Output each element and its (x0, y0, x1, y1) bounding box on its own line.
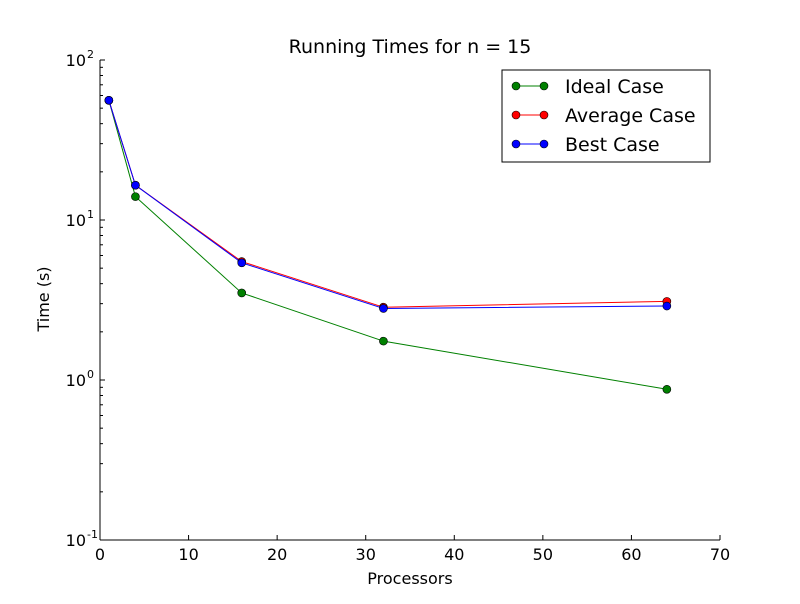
x-tick-label: 60 (621, 545, 641, 564)
data-point (237, 288, 247, 298)
data-point (662, 384, 672, 394)
series-ideal-case (104, 95, 672, 394)
y-tick-label: 10 (66, 51, 86, 70)
legend-marker (511, 139, 521, 149)
y-tick-exponent: 1 (87, 208, 94, 221)
x-tick-label: 0 (95, 545, 105, 564)
y-tick-label: 10 (66, 211, 86, 230)
legend-label: Best Case (565, 134, 660, 156)
legend-marker (511, 110, 521, 120)
x-tick-label: 50 (533, 545, 553, 564)
x-tick-label: 70 (710, 545, 730, 564)
data-point (379, 336, 388, 346)
legend-entry: Average Case (511, 105, 696, 127)
y-tick-exponent: -1 (87, 528, 98, 541)
legend-marker (539, 139, 549, 149)
x-ticks: 0 10 20 30 40 50 60 70 (95, 535, 730, 564)
series-best-case (104, 95, 672, 313)
legend-box (501, 69, 711, 163)
y-tick-exponent: 2 (87, 48, 94, 61)
legend-entry: Best Case (511, 134, 660, 156)
series-layer (104, 95, 672, 394)
data-point (379, 304, 388, 313)
legend-marker (511, 81, 521, 91)
y-tick-label: 10 (66, 371, 86, 390)
legend-label: Average Case (565, 105, 696, 127)
y-tick-exponent: 0 (87, 368, 94, 381)
legend-entry: Ideal Case (511, 76, 664, 98)
x-tick-label: 30 (356, 545, 376, 564)
chart-title: Running Times for n = 15 (289, 36, 532, 58)
x-tick-label: 20 (267, 545, 287, 564)
x-axis-label: Processors (367, 569, 452, 588)
y-axis-label: Time (s) (34, 266, 53, 332)
data-point (237, 258, 247, 268)
data-point (131, 180, 140, 190)
legend-marker (539, 81, 549, 91)
data-point (104, 95, 114, 105)
legend-marker (539, 110, 549, 120)
data-point (131, 192, 140, 201)
x-tick-label: 40 (444, 545, 464, 564)
y-tick-label: 10 (66, 531, 86, 550)
x-tick-label: 10 (178, 545, 198, 564)
legend-label: Ideal Case (565, 76, 664, 98)
axes (99, 60, 720, 541)
legend: Ideal Case Average Case Best Case (501, 69, 711, 163)
data-point (662, 301, 672, 311)
